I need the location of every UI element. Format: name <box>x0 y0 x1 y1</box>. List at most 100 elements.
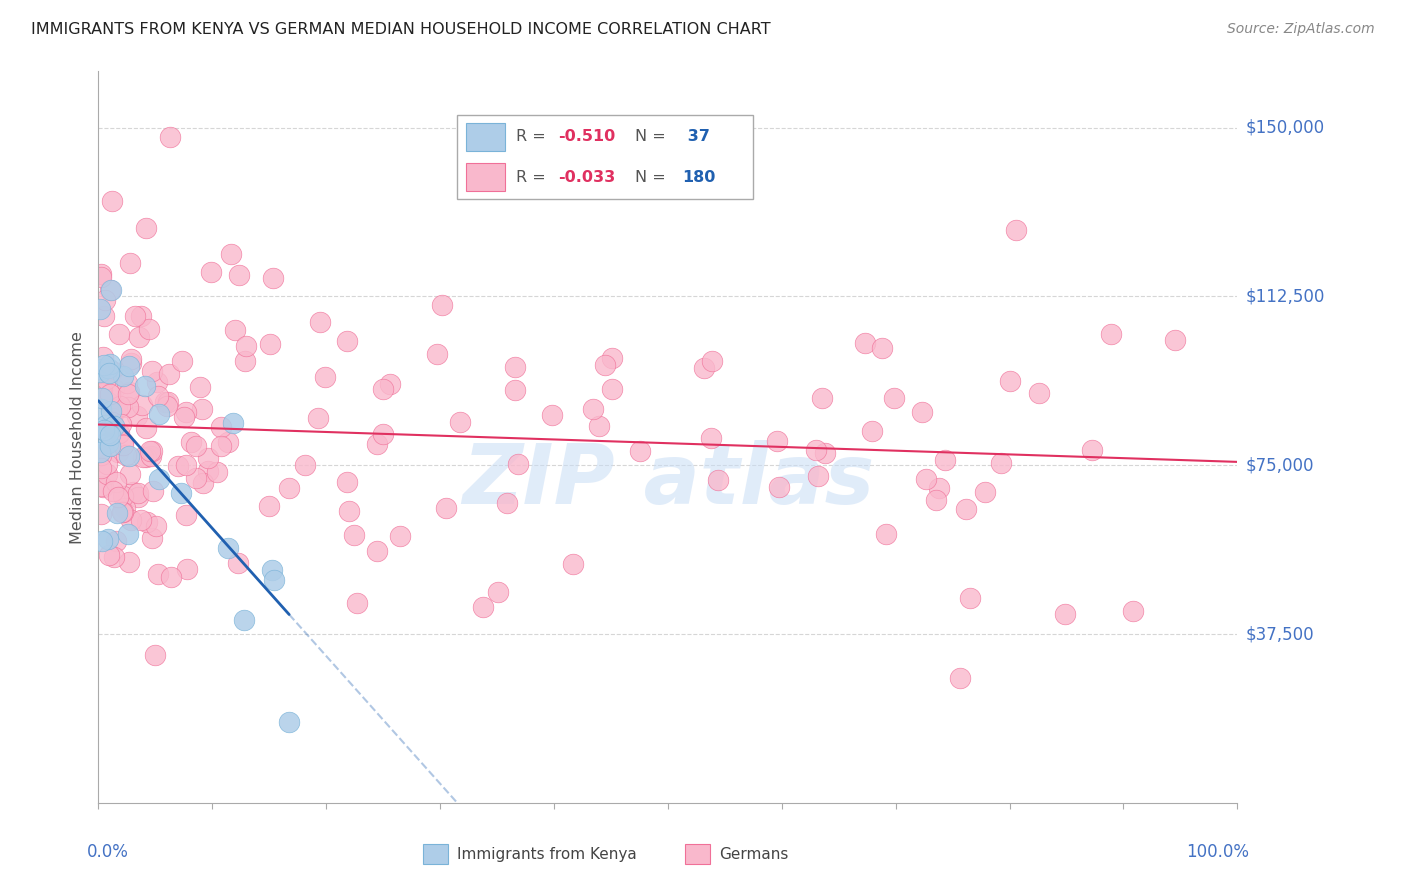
Point <box>89 365 111 379</box>
Point <box>1164 333 1187 347</box>
Point <box>105 402 128 417</box>
Point <box>588 418 610 433</box>
Point <box>118 450 141 464</box>
Y-axis label: Median Household Income: Median Household Income <box>70 331 86 543</box>
Point <box>540 409 562 423</box>
Point <box>108 426 131 441</box>
Point <box>209 420 232 434</box>
Point <box>135 221 157 235</box>
Point <box>97 425 120 440</box>
Point <box>700 431 723 445</box>
Point <box>259 337 281 351</box>
Point <box>100 404 122 418</box>
Text: 0.0%: 0.0% <box>87 843 129 861</box>
Point <box>197 464 219 478</box>
Point <box>111 438 134 452</box>
Point <box>90 270 112 285</box>
Point <box>1054 607 1077 621</box>
Point <box>262 271 284 285</box>
Point <box>135 450 157 464</box>
Point <box>228 268 250 283</box>
Point <box>98 439 121 453</box>
Point <box>111 368 134 383</box>
Point <box>93 358 115 372</box>
Point <box>600 351 623 365</box>
Point <box>97 435 120 450</box>
Point <box>100 364 122 378</box>
Point <box>129 309 152 323</box>
Point <box>90 507 112 521</box>
Point <box>114 500 136 515</box>
Point <box>148 472 170 486</box>
Point <box>174 405 197 419</box>
Point <box>169 486 191 500</box>
Point <box>111 435 134 450</box>
Point <box>1122 605 1144 619</box>
Point <box>1099 327 1122 342</box>
Point <box>122 484 145 499</box>
Point <box>157 367 180 381</box>
Point <box>121 513 143 527</box>
Point <box>222 417 245 431</box>
Point <box>217 541 239 555</box>
Point <box>914 472 936 486</box>
Point <box>257 499 280 513</box>
Text: ZIP atlas: ZIP atlas <box>461 441 875 522</box>
Point <box>262 563 284 577</box>
Point <box>91 350 114 364</box>
Point <box>139 449 162 463</box>
FancyBboxPatch shape <box>423 844 449 864</box>
Point <box>472 599 495 614</box>
Point <box>103 549 125 564</box>
Point <box>804 442 827 457</box>
Point <box>430 298 453 312</box>
Point <box>173 410 195 425</box>
Point <box>1081 443 1104 458</box>
Point <box>90 461 112 475</box>
Point <box>233 353 256 368</box>
Point <box>96 457 118 471</box>
Point <box>197 450 219 465</box>
Point <box>148 389 170 403</box>
Point <box>89 302 111 317</box>
Point <box>990 456 1012 470</box>
Point <box>97 366 120 380</box>
Point <box>104 475 127 489</box>
Point <box>98 358 121 372</box>
Point <box>343 528 366 542</box>
Point <box>90 391 112 405</box>
Point <box>117 387 139 401</box>
Point <box>115 448 138 462</box>
Point <box>159 129 181 144</box>
Point <box>127 485 149 500</box>
Point <box>118 359 141 373</box>
Point <box>366 544 388 558</box>
Point <box>156 399 179 413</box>
Text: Germans: Germans <box>718 847 789 862</box>
Point <box>93 309 115 323</box>
Point <box>125 409 148 423</box>
Point <box>336 475 359 490</box>
Point <box>700 354 723 368</box>
Point <box>561 557 583 571</box>
Point <box>768 480 790 494</box>
Point <box>94 372 117 386</box>
Point <box>98 387 121 401</box>
Point <box>141 364 163 378</box>
Point <box>148 407 170 421</box>
Point <box>503 360 526 375</box>
Point <box>108 326 131 341</box>
Text: $37,500: $37,500 <box>1246 625 1315 643</box>
Point <box>263 573 285 587</box>
Point <box>103 483 125 498</box>
Point <box>135 515 157 529</box>
Point <box>103 382 125 396</box>
Point <box>389 529 412 543</box>
Point <box>998 375 1021 389</box>
Point <box>366 437 388 451</box>
Point <box>593 358 616 372</box>
Point <box>853 335 876 350</box>
Point <box>380 377 402 392</box>
Point <box>141 531 163 545</box>
Point <box>107 490 129 504</box>
